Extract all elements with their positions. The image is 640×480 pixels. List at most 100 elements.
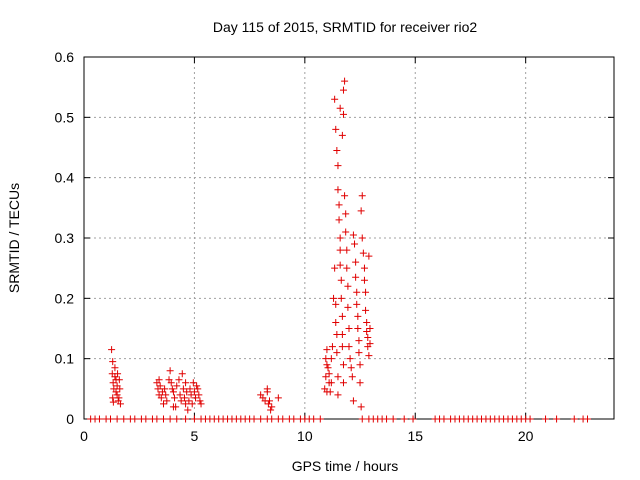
data-point: [185, 397, 193, 405]
data-point: [142, 415, 150, 423]
data-point: [359, 249, 367, 257]
data-point: [112, 388, 120, 396]
data-point: [339, 379, 347, 387]
data-point: [160, 400, 167, 408]
data-point: [332, 125, 340, 133]
data-point: [355, 349, 363, 357]
data-point: [197, 400, 205, 408]
data-point: [339, 86, 347, 94]
data-point: [342, 210, 350, 218]
data-point: [343, 264, 351, 272]
data-point: [161, 385, 169, 393]
data-point: [365, 352, 373, 360]
data-point: [177, 397, 185, 405]
data-point: [336, 261, 344, 269]
x-tick-label: 5: [191, 428, 199, 444]
data-point: [327, 355, 335, 363]
data-point: [357, 207, 365, 215]
data-point: [336, 104, 344, 112]
data-point: [334, 373, 342, 381]
data-point: [347, 364, 355, 372]
data-point: [328, 343, 336, 351]
data-point: [335, 201, 343, 209]
data-point: [263, 385, 271, 393]
data-point: [346, 355, 354, 363]
y-tick-label: 0.1: [55, 351, 75, 367]
data-point: [175, 376, 183, 384]
data-point: [186, 385, 194, 393]
data-point: [362, 306, 370, 314]
data-point: [400, 415, 408, 423]
data-point: [345, 343, 353, 351]
data-point: [360, 276, 368, 284]
data-point: [389, 415, 397, 423]
data-point: [108, 346, 116, 354]
data-point: [325, 370, 333, 378]
data-point: [184, 406, 192, 414]
data-point: [338, 331, 346, 339]
data-point: [338, 312, 346, 320]
y-tick-label: 0.5: [55, 109, 75, 125]
data-point: [336, 234, 344, 242]
data-point: [336, 246, 344, 254]
data-point: [194, 385, 202, 393]
data-point: [334, 162, 342, 170]
data-point: [440, 415, 448, 423]
data-point: [344, 282, 352, 290]
data-point: [356, 379, 364, 387]
data-point: [354, 312, 362, 320]
data-point: [182, 379, 190, 387]
data-point: [183, 388, 191, 396]
data-point: [178, 370, 186, 378]
y-tick-labels: 0 0.1 0.2 0.3 0.4 0.5 0.6: [55, 49, 75, 427]
data-point: [356, 361, 364, 369]
data-point: [179, 385, 187, 393]
data-point: [274, 394, 282, 402]
data-point: [365, 252, 373, 260]
data-point: [342, 228, 350, 236]
data-point: [196, 397, 204, 405]
data-point: [323, 361, 331, 369]
data-point: [257, 415, 265, 423]
data-point: [189, 379, 197, 387]
data-point: [335, 216, 343, 224]
data-point: [363, 328, 371, 336]
y-tick-label: 0.6: [55, 49, 75, 65]
data-point: [111, 364, 119, 372]
grid-lines: [84, 57, 614, 419]
data-point: [526, 415, 534, 423]
data-point: [109, 394, 117, 402]
data-point: [187, 391, 195, 399]
data-point: [290, 415, 298, 423]
data-point: [173, 382, 181, 390]
data-point: [171, 394, 179, 402]
data-point: [339, 361, 347, 369]
data-point: [190, 415, 198, 423]
data-point: [107, 415, 114, 423]
data-point: [166, 415, 174, 423]
x-axis-label: GPS time / hours: [292, 458, 399, 474]
data-point: [180, 394, 188, 402]
data-point: [337, 276, 345, 284]
data-point: [323, 346, 331, 354]
data-point: [360, 264, 368, 272]
data-point: [176, 391, 184, 399]
data-point: [131, 415, 139, 423]
data-point: [333, 349, 341, 357]
x-tick-label: 15: [407, 428, 423, 444]
data-point: [120, 415, 128, 423]
data-point: [352, 258, 360, 266]
data-point: [553, 415, 561, 423]
data-point: [155, 376, 163, 384]
data-point: [192, 394, 200, 402]
data-points: [87, 77, 591, 423]
y-axis-label: SRMTID / TECUs: [6, 183, 22, 293]
data-point: [353, 300, 361, 308]
y-tick-label: 0.3: [55, 230, 75, 246]
data-point: [169, 403, 177, 411]
data-point: [570, 415, 578, 423]
data-point: [157, 394, 165, 402]
data-point: [322, 373, 330, 381]
data-point: [109, 379, 117, 387]
